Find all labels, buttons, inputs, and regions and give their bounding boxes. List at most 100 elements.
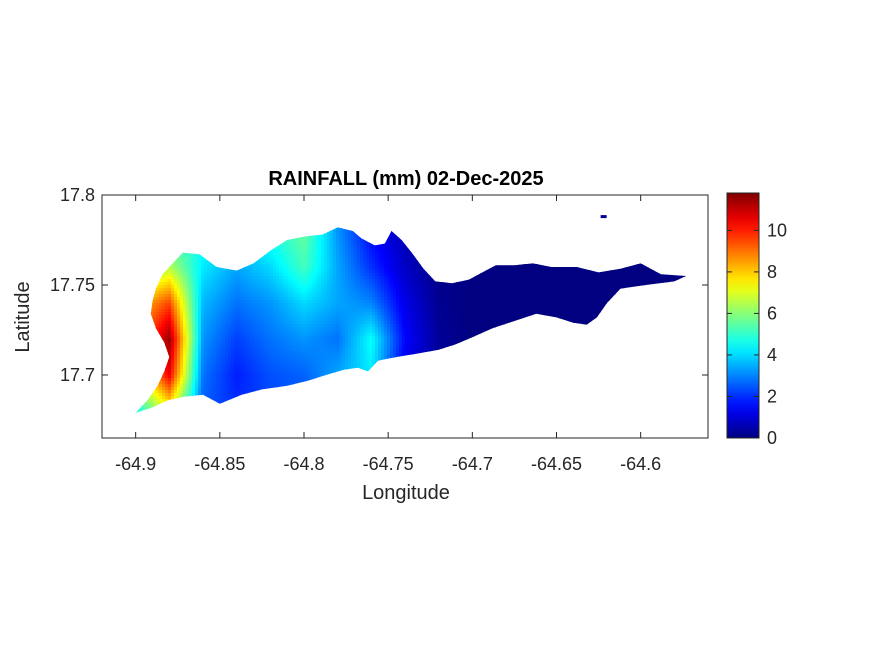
- heat-cell: [309, 294, 313, 298]
- heat-cell: [276, 297, 280, 301]
- heat-cell: [276, 279, 280, 283]
- heat-cell: [183, 303, 187, 307]
- heat-cell: [351, 306, 355, 310]
- heat-cell: [327, 240, 331, 244]
- heat-cell: [297, 267, 301, 271]
- heat-cell: [258, 258, 262, 262]
- heat-cell: [297, 261, 301, 265]
- heat-cell: [306, 255, 310, 259]
- heat-cell: [192, 267, 196, 271]
- heat-cell: [330, 234, 334, 238]
- heat-cell: [297, 243, 301, 247]
- heat-cell: [255, 297, 259, 301]
- heat-cell: [327, 369, 331, 373]
- heat-cell: [342, 303, 346, 307]
- heat-cell: [192, 333, 196, 337]
- heat-cell: [162, 324, 166, 328]
- heat-cell: [264, 369, 268, 373]
- heat-cell: [192, 342, 196, 346]
- heat-cell: [240, 300, 244, 304]
- heat-cell: [309, 267, 313, 271]
- heat-cell: [276, 324, 280, 328]
- heat-cell: [270, 348, 274, 352]
- heat-cell: [303, 267, 307, 271]
- heat-cell: [168, 336, 172, 340]
- heat-cell: [189, 261, 193, 265]
- heat-cell: [162, 285, 166, 289]
- heat-cell: [294, 342, 298, 346]
- heat-cell: [312, 342, 316, 346]
- heat-cell: [327, 345, 331, 349]
- heat-cell: [321, 327, 325, 331]
- heat-cell: [222, 393, 226, 397]
- heat-cell: [189, 375, 193, 379]
- heat-cell: [198, 366, 202, 370]
- heat-cell: [156, 390, 160, 394]
- heat-cell: [204, 372, 208, 376]
- heat-cell: [288, 378, 292, 382]
- heat-cell: [318, 366, 322, 370]
- heat-cell: [183, 393, 187, 397]
- heat-cell: [315, 354, 319, 358]
- heat-cell: [246, 273, 250, 277]
- heat-cell: [273, 264, 277, 268]
- heat-cell: [213, 312, 217, 316]
- heat-cell: [180, 291, 184, 295]
- heat-cell: [348, 297, 352, 301]
- heat-cell: [276, 339, 280, 343]
- heat-cell: [255, 384, 259, 388]
- heat-cell: [267, 276, 271, 280]
- heat-cell: [288, 330, 292, 334]
- heat-cell: [315, 336, 319, 340]
- heat-cell: [246, 330, 250, 334]
- heat-cell: [162, 318, 166, 322]
- heat-cell: [267, 330, 271, 334]
- heat-cell: [153, 396, 157, 400]
- heat-cell: [273, 255, 277, 259]
- heat-cell: [348, 255, 352, 259]
- heat-cell: [216, 336, 220, 340]
- heat-cell: [222, 318, 226, 322]
- heat-cell: [324, 297, 328, 301]
- heat-cell: [285, 246, 289, 250]
- heat-cell: [318, 372, 322, 376]
- heat-cell: [189, 294, 193, 298]
- heat-cell: [162, 309, 166, 313]
- heat-cell: [183, 381, 187, 385]
- heat-cell: [186, 363, 190, 367]
- heat-cell: [339, 360, 343, 364]
- heat-cell: [300, 333, 304, 337]
- heat-cell: [258, 267, 262, 271]
- heat-cell: [258, 270, 262, 274]
- heat-cell: [336, 231, 340, 235]
- heat-cell: [264, 360, 268, 364]
- heat-cell: [240, 348, 244, 352]
- heat-cell: [222, 306, 226, 310]
- heat-cell: [201, 369, 205, 373]
- heat-cell: [231, 285, 235, 289]
- heat-cell: [231, 351, 235, 355]
- heat-cell: [192, 369, 196, 373]
- heat-cell: [243, 351, 247, 355]
- heat-cell: [345, 300, 349, 304]
- heat-cell: [312, 246, 316, 250]
- heat-cell: [210, 363, 214, 367]
- heat-cell: [306, 348, 310, 352]
- heat-cell: [288, 264, 292, 268]
- heat-cell: [150, 393, 154, 397]
- heat-cell: [183, 321, 187, 325]
- heat-cell: [228, 294, 232, 298]
- heat-cell: [210, 288, 214, 292]
- heat-cell: [246, 309, 250, 313]
- heat-cell: [201, 267, 205, 271]
- heat-cell: [318, 324, 322, 328]
- heat-cell: [147, 399, 151, 403]
- heat-cell: [195, 273, 199, 277]
- heat-cell: [243, 309, 247, 313]
- heat-cell: [240, 330, 244, 334]
- heat-cell: [288, 318, 292, 322]
- heat-cell: [318, 348, 322, 352]
- heat-cell: [315, 363, 319, 367]
- heat-cell: [282, 312, 286, 316]
- heat-cell: [234, 357, 238, 361]
